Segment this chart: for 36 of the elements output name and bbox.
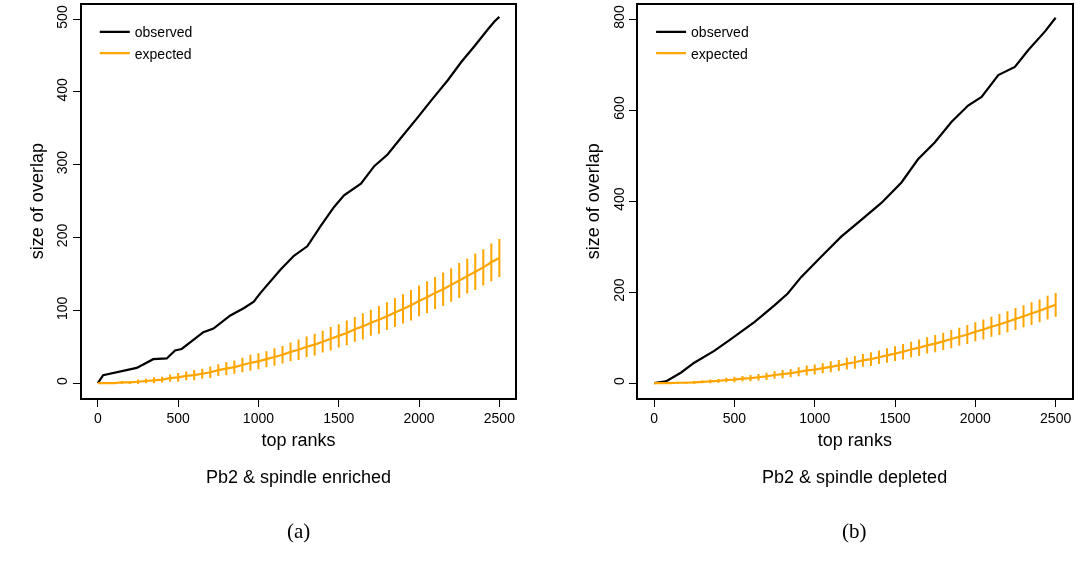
x-axis-title: top ranks: [817, 429, 892, 450]
y-tick-label: 0: [610, 377, 627, 385]
legend-label: observed: [134, 24, 193, 41]
x-tick-label: 1500: [879, 410, 911, 427]
x-tick-label: 0: [650, 410, 659, 427]
y-axis-title: size of overlap: [583, 143, 604, 260]
text: (a): [287, 519, 311, 543]
legend-label: expected: [691, 45, 748, 62]
y-tick-label: 800: [610, 5, 627, 29]
text: Pb2 & spindle depleted: [762, 467, 948, 487]
legend-label: expected: [134, 45, 192, 62]
x-tick-label: 1000: [242, 410, 275, 427]
y-tick-label: 400: [610, 187, 627, 211]
text: (b): [842, 519, 867, 543]
y-tick-label: 600: [610, 96, 627, 120]
x-tick-label: 1000: [799, 410, 831, 427]
x-tick-label: 500: [166, 410, 191, 427]
x-tick-label: 2500: [1040, 410, 1072, 427]
y-tick-label: 0: [54, 377, 71, 385]
legend-label: observed: [691, 24, 749, 41]
x-tick-label: 2000: [403, 410, 435, 427]
y-tick-label: 500: [54, 5, 71, 29]
y-tick-label: 300: [54, 150, 71, 175]
line-series: [96, 15, 501, 385]
x-tick-label: 0: [93, 410, 102, 427]
x-tick-label: 2500: [483, 410, 516, 427]
x-tick-label: 1500: [323, 410, 355, 427]
x-tick-label: 2000: [959, 410, 992, 427]
y-tick-label: 200: [54, 223, 71, 248]
y-tick-label: 200: [610, 278, 627, 302]
x-tick-label: 500: [722, 410, 747, 427]
y-tick-label: 100: [54, 296, 71, 320]
y-axis-title: size of overlap: [27, 143, 48, 260]
text: Pb2 & spindle enriched: [206, 467, 392, 487]
y-tick-label: 400: [54, 77, 71, 102]
x-axis-title: top ranks: [261, 429, 336, 450]
